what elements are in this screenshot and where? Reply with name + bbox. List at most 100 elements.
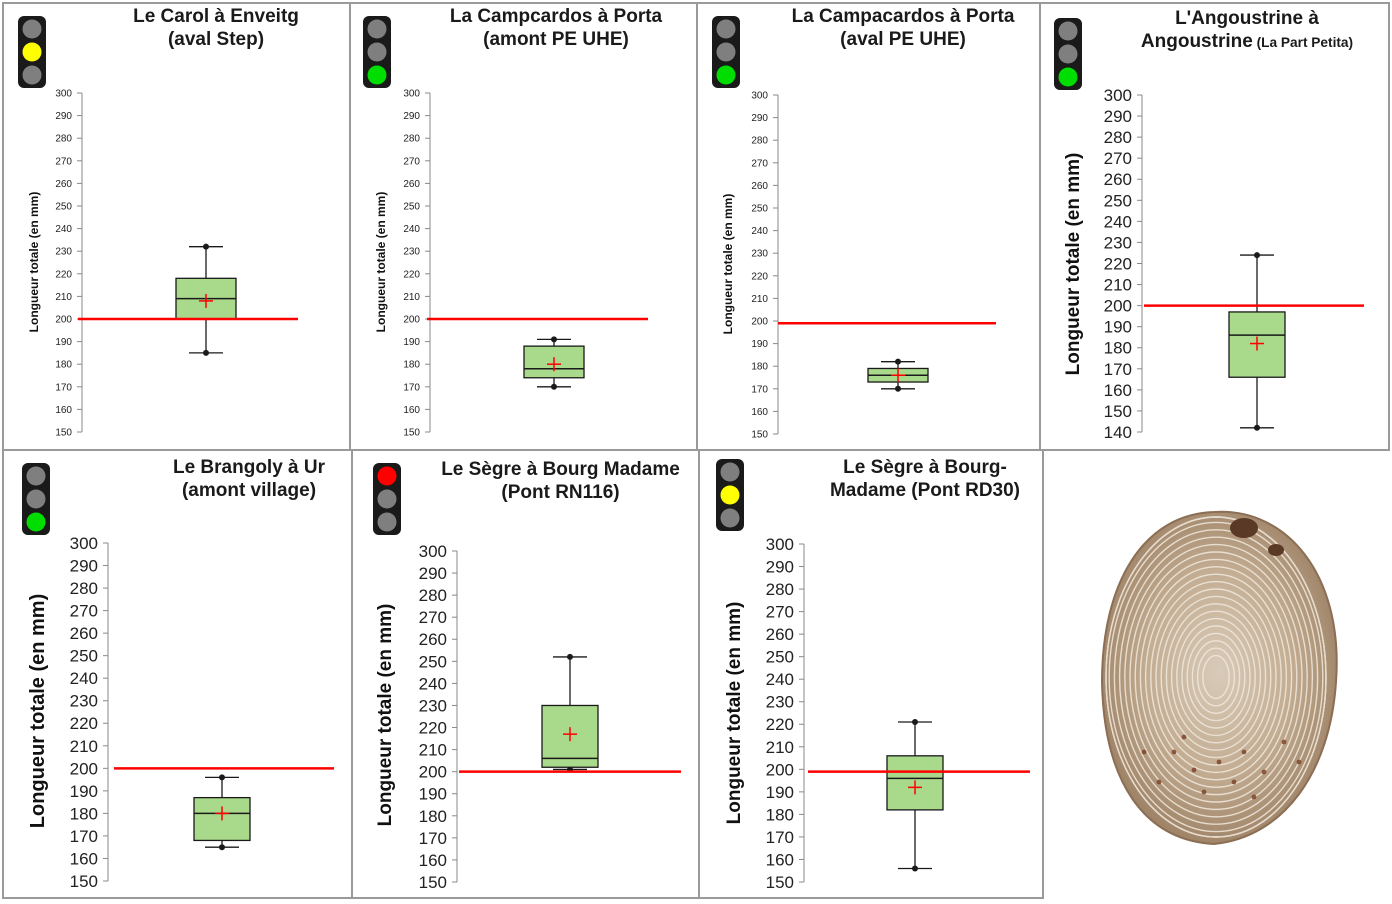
scale-spot	[1231, 779, 1237, 785]
y-tick-label: 250	[55, 202, 72, 213]
y-tick-label: 270	[55, 156, 72, 167]
y-tick-label: 280	[70, 579, 98, 598]
y-tick-label: 160	[403, 405, 420, 416]
traffic-light-yellow	[716, 42, 736, 62]
y-tick-label: 270	[70, 602, 98, 621]
chart-title-line2: (aval Step)	[86, 29, 346, 52]
chart-title-line2: (amont village)	[154, 480, 344, 503]
traffic-light-green	[716, 65, 736, 85]
y-tick-label: 200	[55, 315, 72, 326]
y-tick-label: 290	[751, 113, 768, 124]
y-axis-label: Longueur totale (en mm)	[27, 594, 49, 828]
y-tick-label: 210	[55, 292, 72, 303]
chart-title-line2-text: (aval Step)	[167, 28, 265, 50]
y-tick-label: 280	[766, 580, 794, 599]
y-tick-label: 160	[751, 407, 768, 418]
scale-ring	[1160, 595, 1272, 759]
chart-panel-2: La Campcardos à Porta (amont PE UHE) 150 16…	[349, 2, 698, 451]
scale-spot	[1171, 749, 1177, 755]
max-point	[551, 336, 557, 343]
traffic-light-yellow	[22, 42, 42, 62]
traffic-light-red	[1058, 21, 1078, 41]
chart-panel-3: La Campacardos à Porta (aval PE UHE) 150 16…	[696, 2, 1041, 451]
y-tick-label: 250	[403, 202, 420, 213]
y-tick-label: 260	[70, 624, 98, 643]
chart-svg: 150 160 170 180 190 200 210 220 230 240 250 260 270 2…	[373, 463, 681, 892]
y-tick-label: 220	[403, 269, 420, 280]
y-tick-label: 230	[70, 692, 98, 711]
y-tick-label: 250	[419, 652, 447, 671]
fish-scale-photo	[1044, 452, 1392, 899]
y-tick-label: 230	[751, 249, 768, 260]
y-tick-label: 190	[419, 785, 447, 804]
chart-title-line2-text: (amont village)	[181, 479, 317, 501]
y-tick-label: 270	[766, 603, 794, 622]
y-tick-label: 290	[403, 111, 420, 122]
chart-title-line2: (aval PE UHE)	[768, 29, 1038, 52]
chart-title-line2: Madame (Pont RD30)	[810, 480, 1040, 503]
y-tick-label: 200	[419, 763, 447, 782]
y-tick-label: 140	[1104, 423, 1132, 442]
y-tick-label: 240	[766, 670, 794, 689]
y-tick-label: 150	[751, 430, 768, 441]
y-tick-label: 250	[751, 204, 768, 215]
chart-panel-6: Le Sègre à Bourg Madame (Pont RN116) 150 16…	[351, 449, 700, 899]
mean-marker	[1250, 336, 1264, 351]
traffic-light-red	[716, 19, 736, 39]
chart-title-line2-text: (amont PE UHE)	[483, 28, 629, 50]
y-tick-label: 210	[1104, 276, 1132, 295]
y-tick-label: 180	[1104, 339, 1132, 358]
max-point	[219, 774, 225, 781]
scale-spot	[1251, 794, 1257, 800]
min-point	[912, 865, 918, 872]
y-tick-label: 170	[1104, 360, 1132, 379]
y-tick-label: 180	[419, 807, 447, 826]
y-axis-label: Longueur totale (en mm)	[724, 602, 745, 825]
chart-title: La Campcardos à Porta (amont PE UHE)	[421, 6, 691, 52]
chart-title-line2: (Pont RN116)	[423, 482, 698, 505]
y-tick-label: 150	[70, 872, 98, 891]
y-tick-label: 260	[1104, 170, 1132, 189]
y-tick-label: 250	[766, 648, 794, 667]
scale-ring	[1155, 588, 1277, 766]
scale-ring	[1105, 516, 1327, 838]
traffic-light-red	[720, 462, 740, 482]
scale-spot	[1261, 769, 1267, 775]
traffic-light-icon	[18, 16, 46, 88]
y-tick-label: 300	[55, 89, 72, 100]
y-axis-label: Longueur totale (en mm)	[27, 192, 41, 333]
y-tick-label: 200	[403, 315, 420, 326]
fish-scale-image	[1100, 510, 1338, 846]
scale-ring	[1186, 632, 1246, 722]
y-tick-label: 290	[55, 111, 72, 122]
y-tick-label: 170	[403, 382, 420, 393]
y-tick-label: 280	[419, 586, 447, 605]
traffic-light-green	[22, 65, 42, 85]
chart-title: Le Brangoly à Ur (amont village)	[154, 457, 344, 503]
box-iqr	[193, 796, 251, 842]
y-tick-label: 290	[419, 564, 447, 583]
y-tick-label: 220	[766, 715, 794, 734]
y-axis-label: Longueur totale (en mm)	[374, 192, 388, 333]
scale-spot	[1216, 759, 1222, 765]
y-tick-label: 190	[766, 783, 794, 802]
traffic-light-red	[367, 19, 387, 39]
min-point	[551, 383, 557, 390]
y-tick-label: 270	[751, 158, 768, 169]
mean-marker	[199, 293, 213, 308]
chart-svg: 150 160 170 180 190 200 210 220 230 240 250 260 270 2…	[716, 459, 1030, 892]
y-tick-label: 180	[403, 360, 420, 371]
y-tick-label: 160	[419, 851, 447, 870]
traffic-light-yellow	[367, 42, 387, 62]
y-tick-label: 230	[55, 247, 72, 258]
y-tick-label: 170	[766, 828, 794, 847]
scale-ring	[1113, 529, 1319, 825]
max-point	[912, 719, 918, 726]
min-point	[895, 385, 901, 392]
chart-title: L'Angoustrine à Angoustrine (La Part Peti…	[1111, 8, 1383, 54]
y-tick-label: 200	[1104, 297, 1132, 316]
y-tick-label: 190	[403, 337, 420, 348]
y-tick-label: 190	[70, 782, 98, 801]
scale-ring	[1134, 558, 1298, 796]
y-tick-label: 200	[751, 317, 768, 328]
